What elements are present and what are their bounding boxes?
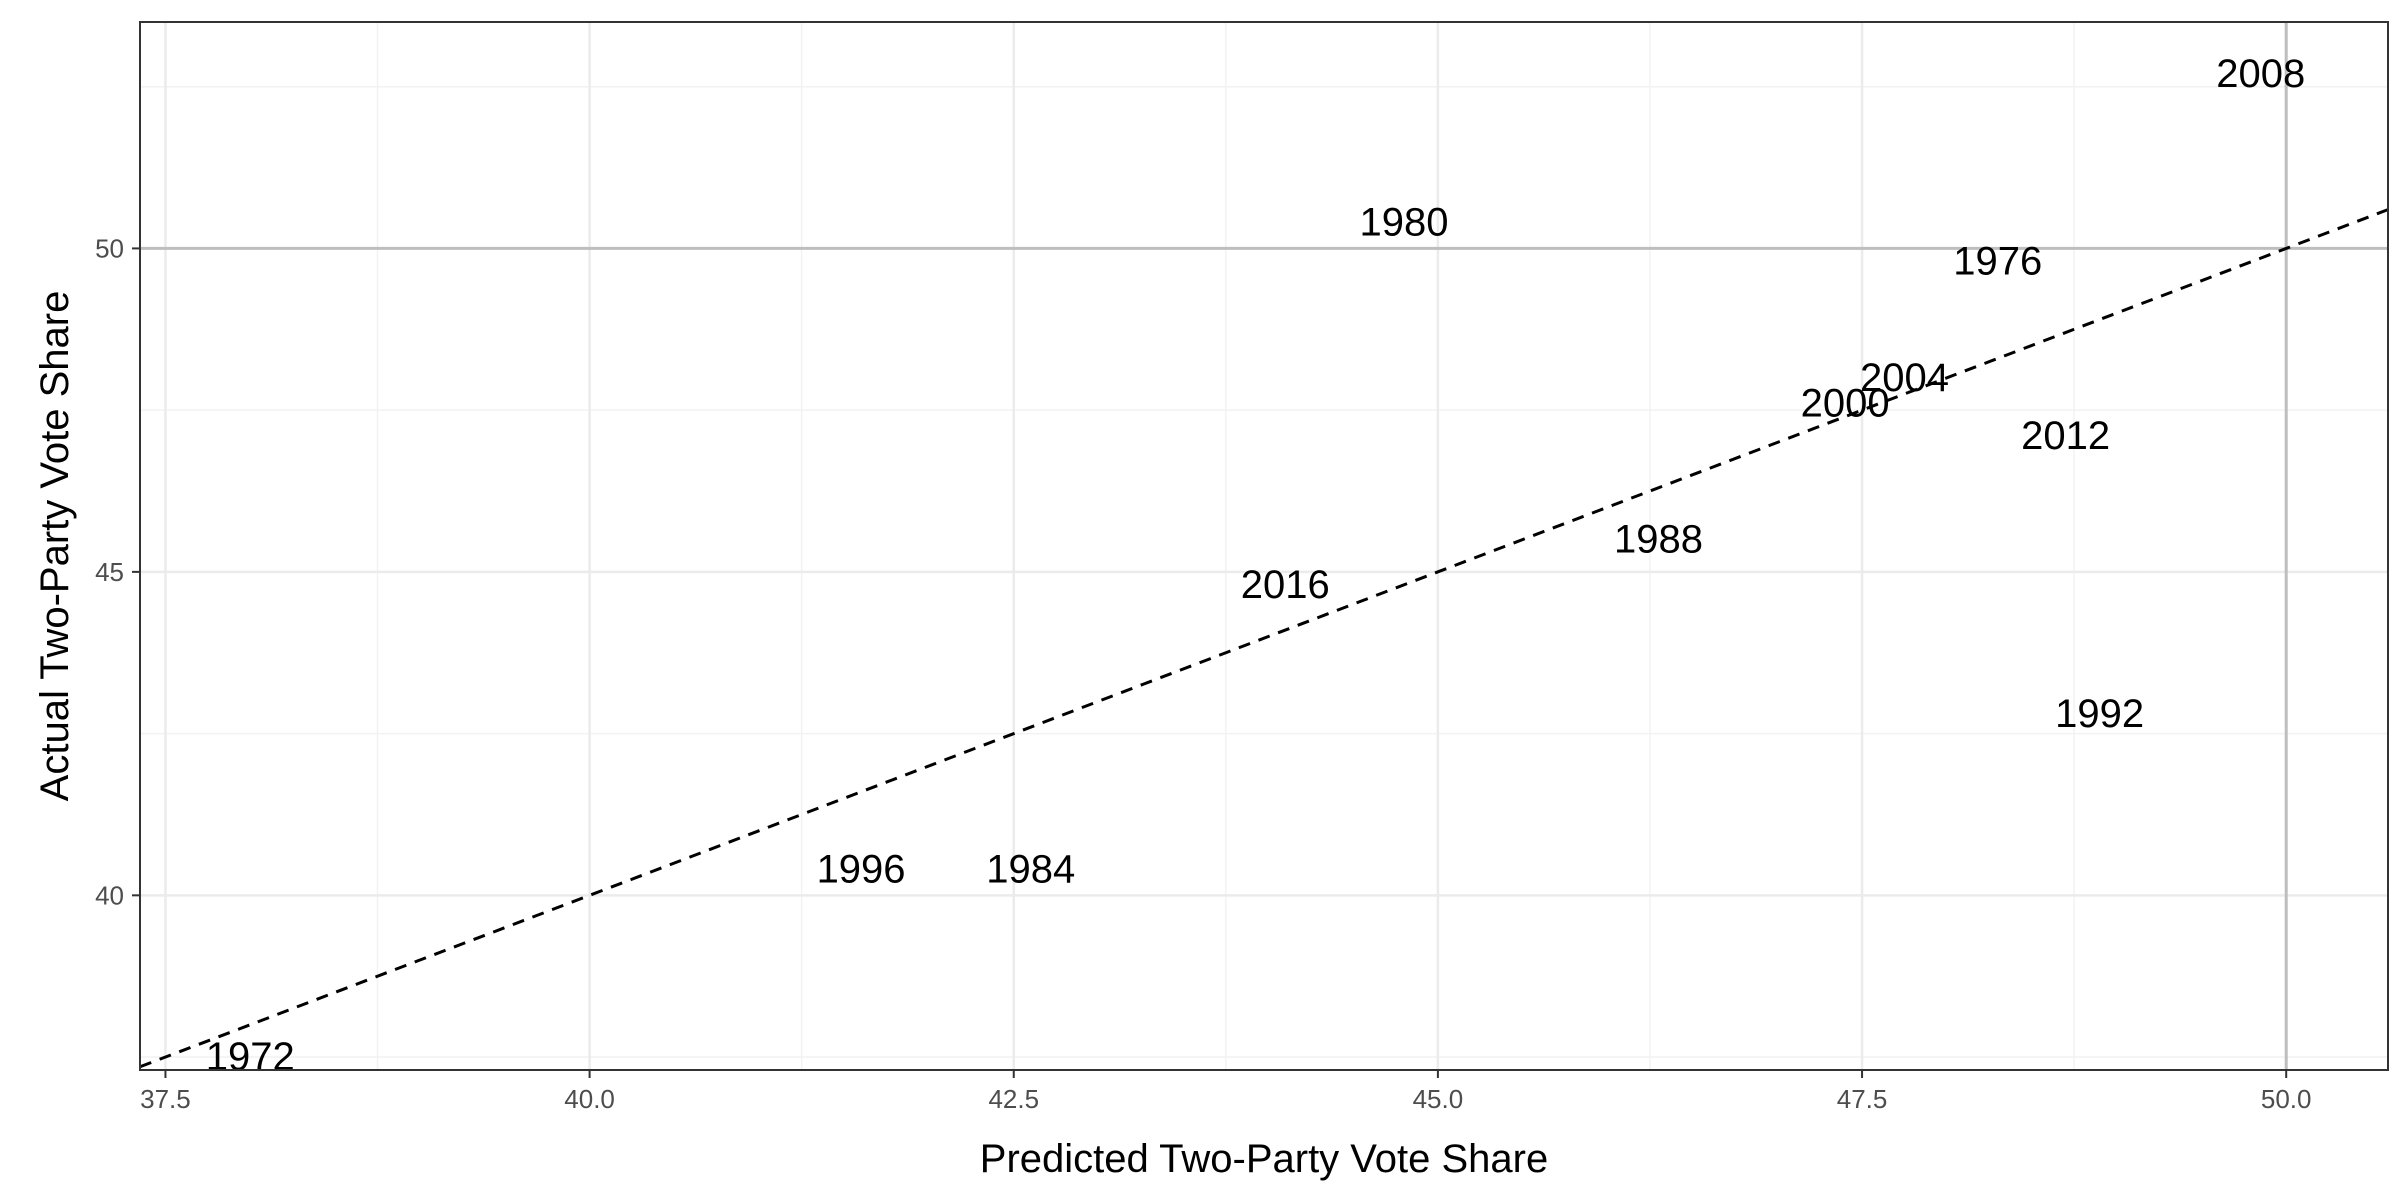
point-label-1980: 1980 xyxy=(1359,201,1448,245)
x-tick-label: 42.5 xyxy=(988,1084,1039,1114)
x-tick-label: 40.0 xyxy=(564,1084,615,1114)
point-label-1996: 1996 xyxy=(817,847,906,891)
point-label-1988: 1988 xyxy=(1614,518,1703,562)
x-axis-title: Predicted Two-Party Vote Share xyxy=(980,1137,1548,1181)
panel-border xyxy=(139,21,2389,1071)
point-label-1976: 1976 xyxy=(1953,239,2042,283)
x-tick-label: 45.0 xyxy=(1413,1084,1464,1114)
x-tick-label: 47.5 xyxy=(1837,1084,1888,1114)
x-axis-ticks: 37.5 40.0 42.5 45.0 47.5 50.0 xyxy=(140,1070,2312,1114)
y-tick-label: 50 xyxy=(95,233,124,263)
y-axis-ticks: 40 45 50 xyxy=(95,233,140,910)
point-label-1984: 1984 xyxy=(986,847,1075,891)
point-label-1972: 1972 xyxy=(206,1035,295,1079)
y-tick-label: 45 xyxy=(95,557,124,587)
point-label-2004: 2004 xyxy=(1860,356,1949,400)
y-tick-label: 40 xyxy=(95,880,124,910)
point-label-2000: 2000 xyxy=(1801,382,1890,426)
point-label-1992: 1992 xyxy=(2055,692,2144,736)
minor-gridlines xyxy=(140,22,2388,1070)
point-label-2012: 2012 xyxy=(2021,414,2110,458)
point-label-2008: 2008 xyxy=(2216,52,2305,96)
y-axis-title: Actual Two-Party Vote Share xyxy=(33,291,77,802)
point-label-2016: 2016 xyxy=(1241,563,1330,607)
reference-lines xyxy=(139,22,2389,1070)
x-tick-label: 37.5 xyxy=(140,1084,191,1114)
identity-line-dashed xyxy=(139,208,2389,1069)
x-tick-label: 50.0 xyxy=(2261,1084,2312,1114)
